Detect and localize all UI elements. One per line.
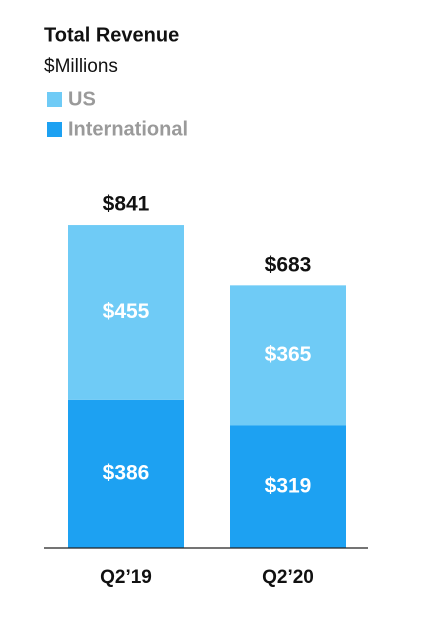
- total-label: $841: [103, 193, 150, 216]
- data-label: $319: [265, 474, 312, 497]
- data-label: $455: [103, 300, 150, 323]
- bar-segment: [68, 225, 184, 400]
- x-tick-label: Q2’20: [262, 567, 314, 588]
- legend-swatch: [47, 122, 62, 137]
- data-label: $365: [265, 343, 312, 366]
- legend-label: US: [68, 88, 96, 110]
- total-label: $683: [265, 253, 312, 276]
- legend-label: International: [68, 118, 188, 140]
- x-tick-label: Q2’19: [100, 567, 152, 588]
- data-label: $386: [103, 461, 150, 484]
- legend-swatch: [47, 92, 62, 107]
- bar-segment: [230, 425, 346, 548]
- chart-subtitle: $Millions: [44, 56, 118, 77]
- bar-segment: [230, 285, 346, 426]
- chart-title: Total Revenue: [44, 24, 179, 46]
- bar-segment: [68, 399, 184, 548]
